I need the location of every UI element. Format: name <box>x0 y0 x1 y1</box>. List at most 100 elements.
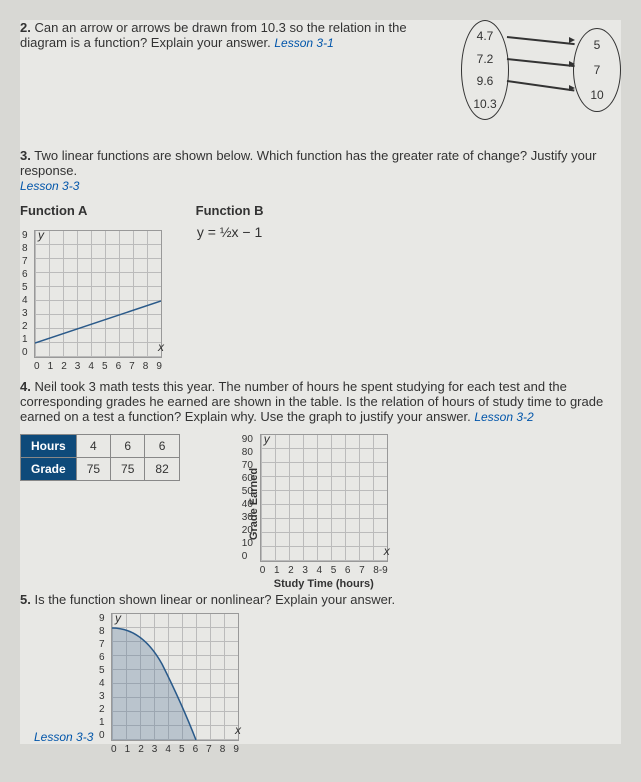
tick: 8 <box>220 744 226 755</box>
tick: 1 <box>22 334 28 345</box>
question-3: 3. Two linear functions are shown below.… <box>20 148 621 361</box>
function-a-xticks: 0 1 2 3 4 5 6 7 8 9 <box>34 361 162 372</box>
map-left-val: 10.3 <box>473 97 496 111</box>
tick: 0 <box>242 551 253 562</box>
table-row: Grade 75 75 82 <box>21 458 180 481</box>
map-left-val: 4.7 <box>477 29 494 43</box>
q4-xticks: 0 1 2 3 4 5 6 7 8-9 <box>260 565 388 576</box>
tick: 5 <box>179 744 185 755</box>
tick: 9 <box>22 230 28 241</box>
q5-graph: y x <box>111 613 239 741</box>
tick: 6 <box>193 744 199 755</box>
map-arrow <box>507 36 575 45</box>
function-b-block: Function B y = ½x − 1 <box>196 203 264 240</box>
y-axis-label: y <box>264 432 270 446</box>
tick: 4 <box>165 744 171 755</box>
function-a-title: Function A <box>20 203 162 218</box>
tick: 8 <box>22 243 28 254</box>
tick: 7 <box>206 744 212 755</box>
tick: 1 <box>274 565 280 576</box>
tick: 2 <box>61 361 67 372</box>
map-right-val: 10 <box>590 88 603 102</box>
tick: 5 <box>331 565 337 576</box>
tick: 4 <box>22 295 28 306</box>
tick: 7 <box>22 256 28 267</box>
tick: 2 <box>99 704 105 715</box>
tick: 2 <box>138 744 144 755</box>
tick: 7 <box>129 361 135 372</box>
x-axis-label: x <box>235 723 241 737</box>
question-2-text-block: 2. Can an arrow or arrows be drawn from … <box>20 20 451 50</box>
function-a-graph-wrap: y x 0 1 2 3 4 5 6 7 8 9 <box>34 230 162 358</box>
tick: 3 <box>99 691 105 702</box>
q5-number: 5. <box>20 592 31 607</box>
map-arrow <box>507 80 575 91</box>
question-2: 2. Can an arrow or arrows be drawn from … <box>20 20 621 130</box>
tick: 2 <box>288 565 294 576</box>
cell: 6 <box>111 435 145 458</box>
q4-y-axis-title: Grade Earned <box>248 468 260 540</box>
q4-table: Hours 4 6 6 Grade 75 75 82 <box>20 434 180 481</box>
tick: 0 <box>111 744 117 755</box>
tick: 5 <box>22 282 28 293</box>
q5-text: Is the function shown linear or nonlinea… <box>34 592 395 607</box>
tick: 9 <box>233 744 239 755</box>
grade-header: Grade <box>21 458 77 481</box>
mapping-domain-oval: 4.7 7.2 9.6 10.3 <box>461 20 509 120</box>
tick: 9 <box>99 613 105 624</box>
tick: 6 <box>116 361 122 372</box>
mapping-diagram: 4.7 7.2 9.6 10.3 5 7 10 <box>461 20 621 130</box>
tick: 3 <box>152 744 158 755</box>
q5-xticks: 0 1 2 3 4 5 6 7 8 9 <box>111 744 239 755</box>
arrowhead-icon <box>569 61 579 67</box>
cell: 75 <box>111 458 145 481</box>
cell: 6 <box>145 435 179 458</box>
tick: 6 <box>22 269 28 280</box>
tick: 8 <box>99 626 105 637</box>
cell: 75 <box>76 458 110 481</box>
tick: 0 <box>260 565 266 576</box>
arrowhead-icon <box>569 85 579 91</box>
tick: 1 <box>48 361 54 372</box>
q4-lesson: Lesson 3-2 <box>474 410 533 424</box>
q3-lesson: Lesson 3-3 <box>20 179 79 193</box>
q4-graph-wrap: y x 0 10 20 30 40 50 60 70 80 90 0 <box>260 434 388 562</box>
map-right-val: 7 <box>594 63 601 77</box>
q5-graph-wrap: y x 0 1 2 3 4 5 6 7 8 9 0 1 2 3 4 5 <box>111 613 239 741</box>
map-left-val: 9.6 <box>477 74 494 88</box>
q4-content-row: Hours 4 6 6 Grade 75 75 82 y x 0 <box>20 434 621 562</box>
y-axis-label: y <box>115 611 121 625</box>
hours-header: Hours <box>21 435 77 458</box>
q2-number: 2. <box>20 20 31 35</box>
q4-number: 4. <box>20 379 31 394</box>
tick: 3 <box>302 565 308 576</box>
y-axis-label: y <box>38 228 44 242</box>
q2-lesson: Lesson 3-1 <box>274 36 333 50</box>
tick: 7 <box>99 639 105 650</box>
tick: 3 <box>22 308 28 319</box>
q4-x-axis-title: Study Time (hours) <box>260 578 388 590</box>
q3-number: 3. <box>20 148 31 163</box>
tick: 6 <box>345 565 351 576</box>
map-arrow <box>507 58 575 67</box>
tick: 1 <box>125 744 131 755</box>
function-a-yticks: 0 1 2 3 4 5 6 7 8 9 <box>22 230 28 358</box>
map-left-val: 7.2 <box>477 52 494 66</box>
tick: 90 <box>242 434 253 445</box>
arrowhead-icon <box>569 37 579 43</box>
x-axis-label: x <box>384 544 390 558</box>
cell: 4 <box>76 435 110 458</box>
mapping-range-oval: 5 7 10 <box>573 28 621 112</box>
q5-yticks: 0 1 2 3 4 5 6 7 8 9 <box>99 613 105 741</box>
tick: 0 <box>22 347 28 358</box>
worksheet-page: 2. Can an arrow or arrows be drawn from … <box>20 20 621 744</box>
question-4: 4. Neil took 3 math tests this year. The… <box>20 379 621 562</box>
tick: 5 <box>99 665 105 676</box>
q5-lesson: Lesson 3-3 <box>34 730 93 744</box>
tick: 7 <box>359 565 365 576</box>
tick: 6 <box>99 652 105 663</box>
function-b-title: Function B <box>196 203 264 218</box>
tick: 8-9 <box>373 565 387 576</box>
function-a-graph: y x <box>34 230 162 358</box>
tick: 4 <box>88 361 94 372</box>
